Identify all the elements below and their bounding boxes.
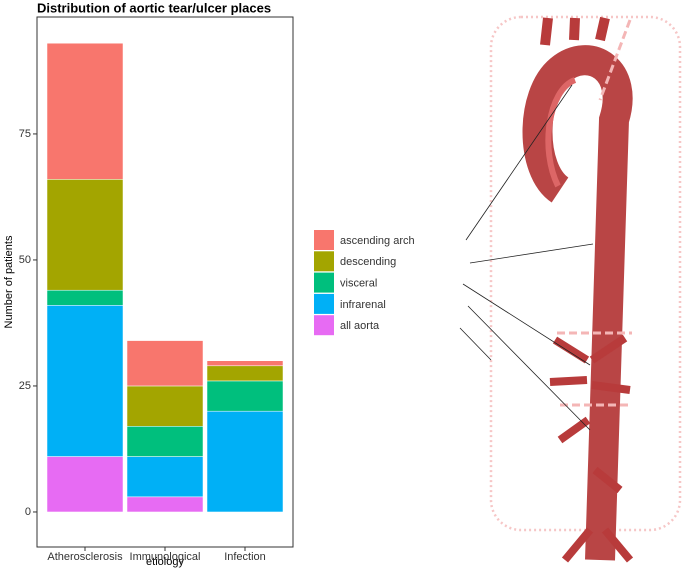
bar-segment bbox=[206, 380, 284, 412]
y-tick-label: 0 bbox=[25, 506, 31, 518]
aorta-illustration bbox=[459, 15, 682, 563]
legend-swatch bbox=[314, 251, 334, 272]
legend-label: descending bbox=[340, 256, 396, 268]
bar-segment bbox=[46, 305, 124, 457]
y-axis-label: Number of patients bbox=[3, 235, 15, 328]
bar-segment bbox=[46, 456, 124, 513]
legend-label: ascending arch bbox=[340, 235, 415, 247]
x-axis-label: etiology bbox=[146, 556, 184, 568]
y-tick-label: 50 bbox=[19, 254, 31, 266]
legend-swatch bbox=[314, 272, 334, 293]
x-tick-label: Infection bbox=[224, 551, 266, 563]
legend-swatch bbox=[314, 230, 334, 250]
bar-segment bbox=[126, 456, 204, 498]
bar-segment bbox=[206, 360, 284, 367]
bar-segment bbox=[126, 426, 204, 457]
bar-segment bbox=[46, 42, 124, 180]
bar-segment bbox=[206, 410, 284, 513]
x-tick-label: Immunological bbox=[130, 551, 201, 563]
bar-segment bbox=[206, 365, 284, 382]
legend-label: visceral bbox=[340, 278, 377, 290]
legend-swatch bbox=[314, 315, 334, 336]
bar-segment bbox=[126, 385, 204, 427]
bar-segment bbox=[46, 289, 124, 306]
legend-swatch bbox=[314, 293, 334, 314]
y-tick-label: 25 bbox=[19, 380, 31, 392]
bar-segment bbox=[46, 179, 124, 291]
bar-segment bbox=[126, 340, 204, 387]
bar-segment bbox=[126, 496, 204, 513]
y-tick-label: 75 bbox=[19, 128, 31, 140]
x-tick-label: Atherosclerosis bbox=[47, 551, 123, 563]
chart-title: Distribution of aortic tear/ulcer places bbox=[37, 0, 271, 15]
legend-label: all aorta bbox=[340, 320, 380, 332]
legend-label: infrarenal bbox=[340, 299, 386, 311]
